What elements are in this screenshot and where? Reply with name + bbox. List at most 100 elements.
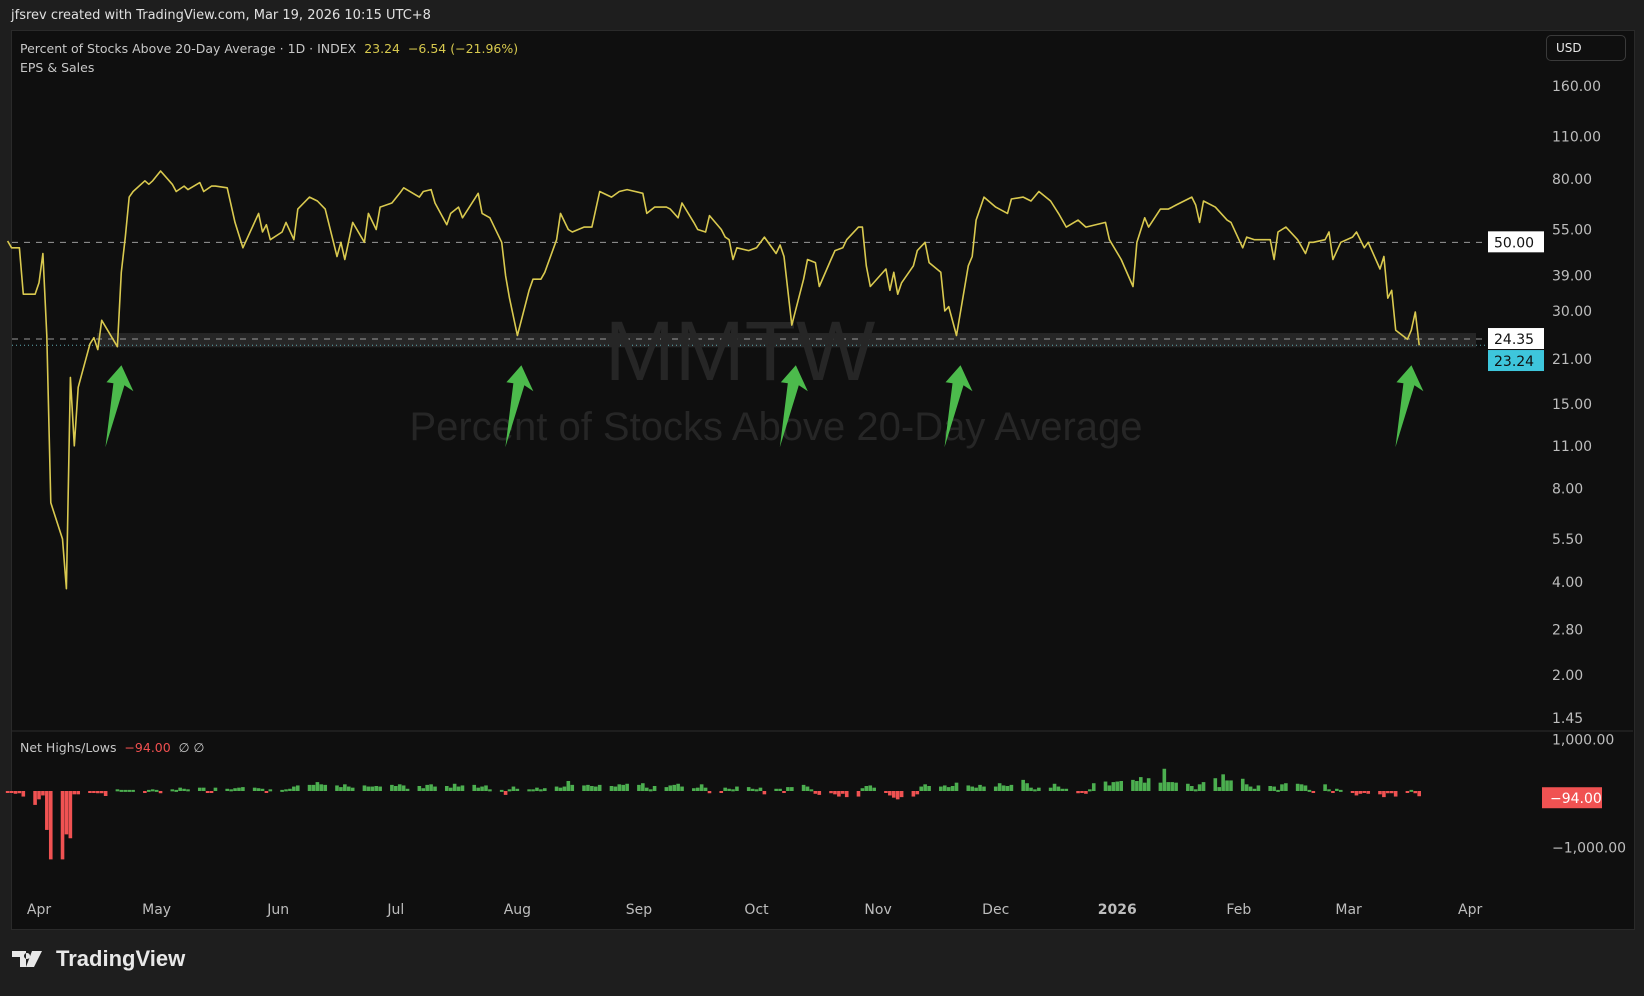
- histogram-bar: [1201, 782, 1206, 791]
- histogram-bar: [1107, 785, 1112, 791]
- symbol-description[interactable]: Percent of Stocks Above 20-Day Average ·…: [20, 41, 357, 56]
- y-tick-label: 160.00: [1552, 79, 1601, 95]
- histogram-bar: [150, 789, 155, 792]
- histogram-bar: [942, 785, 947, 791]
- histogram-bar: [60, 791, 65, 860]
- net-highs-lows-legend: Net Highs/Lows −94.00 ∅ ∅: [20, 740, 204, 755]
- y-tick-label: 1.45: [1552, 711, 1583, 727]
- histogram-bar: [1413, 791, 1418, 794]
- histogram-bar: [1280, 784, 1284, 791]
- histogram-bar: [115, 789, 120, 792]
- histogram-bar: [456, 786, 461, 791]
- histogram-bar: [1084, 791, 1088, 794]
- histogram-bar: [507, 789, 512, 792]
- histogram-bar: [174, 789, 179, 792]
- histogram-bar: [143, 791, 147, 793]
- histogram-bar: [1366, 791, 1371, 794]
- histogram-bar: [1362, 791, 1367, 793]
- histogram-bar: [1240, 778, 1245, 791]
- histogram-bar: [405, 788, 410, 791]
- histogram-bar: [593, 786, 598, 791]
- histogram-bar: [1217, 787, 1222, 791]
- histogram-bar: [864, 785, 869, 791]
- histogram-bar: [182, 788, 186, 791]
- indicator-title[interactable]: Net Highs/Lows: [20, 740, 117, 755]
- histogram-bar: [1378, 791, 1382, 795]
- histogram-bar: [915, 791, 920, 795]
- histogram-bar: [778, 788, 782, 791]
- histogram-bar: [1119, 780, 1123, 791]
- histogram-bar: [1186, 783, 1190, 791]
- histogram-bar: [429, 784, 433, 791]
- histogram-bar: [703, 787, 708, 791]
- histogram-bar: [558, 787, 563, 791]
- histogram-bar: [1193, 789, 1198, 792]
- green-arrow-icon: [1395, 365, 1424, 448]
- histogram-bar: [895, 791, 900, 800]
- histogram-bar: [801, 784, 806, 791]
- histogram-bar: [1323, 784, 1327, 791]
- histogram-bar: [621, 784, 626, 791]
- histogram-bar: [939, 786, 943, 791]
- histogram-bar: [252, 787, 257, 791]
- histogram-bar: [856, 791, 861, 797]
- price-badge-bg: [1488, 231, 1544, 253]
- histogram-bar: [484, 785, 488, 791]
- histogram-bar: [1139, 777, 1143, 791]
- last-value: 23.24: [364, 41, 400, 56]
- green-arrow-icon: [944, 365, 973, 448]
- histogram-bar: [1248, 786, 1253, 791]
- histogram-bar: [782, 791, 786, 793]
- histogram-bar: [1033, 789, 1037, 792]
- histogram-bar: [652, 785, 657, 791]
- histogram-bar: [1354, 791, 1359, 796]
- histogram-bar: [790, 787, 794, 791]
- histogram-bar: [860, 788, 865, 791]
- histogram-bar: [719, 791, 724, 793]
- histogram-bar: [997, 783, 1002, 791]
- green-arrow-icon: [505, 365, 534, 448]
- histogram-bar: [982, 786, 986, 791]
- x-tick-label: Jun: [266, 902, 289, 918]
- indicator-na-values: ∅ ∅: [178, 740, 205, 755]
- histogram-bar: [1076, 791, 1080, 794]
- histogram-bar: [597, 784, 602, 791]
- histogram-bar: [362, 785, 367, 791]
- histogram-bar: [268, 789, 273, 792]
- histogram-bar: [425, 784, 429, 791]
- y-tick-label: 2.80: [1552, 623, 1583, 639]
- histogram-bar: [472, 784, 477, 791]
- currency-button[interactable]: USD: [1546, 35, 1626, 61]
- histogram-bar: [664, 787, 669, 791]
- indicator-y-tick: −1,000.00: [1552, 841, 1626, 857]
- histogram-bar: [401, 785, 406, 791]
- indicator-last-value: −94.00: [124, 740, 171, 755]
- histogram-bar: [637, 784, 641, 791]
- histogram-bar: [201, 787, 206, 791]
- histogram-bar: [21, 791, 26, 797]
- histogram-bar: [1025, 783, 1029, 791]
- histogram-bar: [888, 791, 892, 796]
- histogram-bar: [64, 791, 69, 835]
- histogram-bar: [460, 785, 465, 791]
- histogram-bar: [213, 787, 218, 791]
- histogram-bar: [762, 791, 767, 795]
- histogram-bar: [295, 785, 300, 791]
- tradingview-logo[interactable]: TradingView: [12, 946, 185, 972]
- histogram-bar: [1252, 788, 1257, 791]
- histogram-bar: [923, 784, 927, 791]
- green-arrow-icon: [779, 365, 808, 448]
- histogram-bar: [146, 789, 151, 792]
- histogram-bar: [205, 791, 210, 793]
- histogram-bar: [366, 786, 371, 791]
- y-tick-label: 39.00: [1552, 269, 1592, 285]
- indicator-eps-sales[interactable]: EPS & Sales: [20, 60, 95, 75]
- histogram-bar: [288, 788, 292, 791]
- histogram-bar: [1276, 789, 1280, 792]
- brand-name: TradingView: [56, 946, 186, 971]
- indicator-y-tick: 1,000.00: [1552, 732, 1614, 748]
- chart-frame[interactable]: [11, 30, 1635, 930]
- histogram-bar: [237, 787, 241, 791]
- histogram-bar: [970, 786, 974, 791]
